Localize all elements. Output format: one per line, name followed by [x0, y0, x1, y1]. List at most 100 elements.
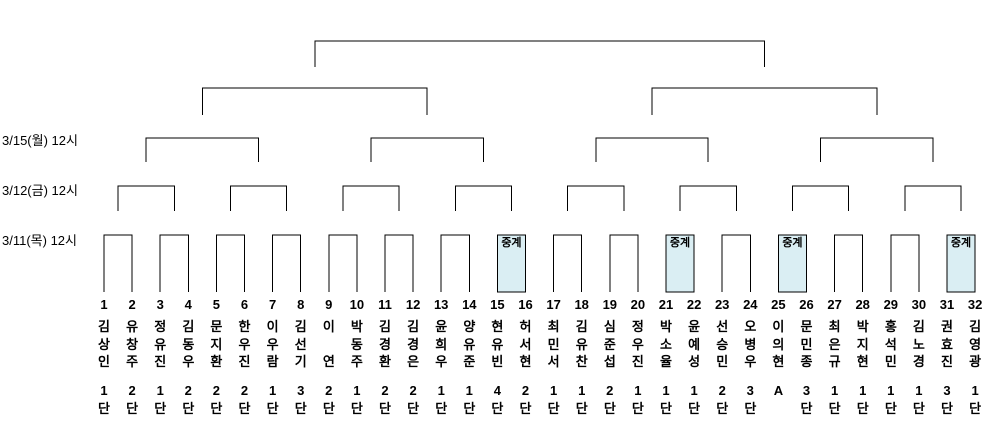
bracket-connector	[609, 234, 639, 292]
broadcast-label: 중계	[951, 235, 971, 249]
player-name: 이 연	[322, 319, 335, 369]
player-column: 26 문 민 종 3 단	[793, 296, 821, 428]
player-number: 3	[156, 297, 164, 312]
player-number: 9	[325, 297, 333, 312]
bracket-connector	[145, 137, 260, 162]
player-column: 23 선 승 민 2 단	[708, 296, 736, 428]
player-number: 28	[855, 297, 870, 312]
broadcast-highlight	[946, 234, 976, 293]
broadcast-highlight	[496, 234, 526, 293]
player-column: 21 박 소 율 1 단	[652, 296, 680, 428]
bracket-connector	[342, 185, 400, 211]
bracket-connector	[159, 234, 189, 292]
player-number: 16	[518, 297, 533, 312]
broadcast-label: 중계	[501, 235, 521, 249]
bracket-connector	[440, 234, 470, 292]
bracket-connector	[201, 87, 428, 115]
bracket-connector	[454, 185, 512, 211]
player-number: 26	[799, 297, 814, 312]
player-column: 16 허 서 현 2 단	[512, 296, 540, 428]
player-number: 11	[378, 297, 392, 312]
player-rank: A	[773, 383, 784, 398]
player-number: 12	[405, 297, 421, 312]
bracket-connector	[651, 87, 878, 115]
player-column: 30 김 노 경 1 단	[905, 296, 933, 428]
bracket-connector	[328, 234, 358, 292]
player-number: 27	[827, 297, 842, 312]
bracket-connector	[314, 40, 765, 67]
player-column: 29 홍 석 민 1 단	[877, 296, 905, 428]
bracket-connector	[890, 234, 920, 292]
broadcast-highlight	[665, 234, 695, 293]
player-number: 8	[297, 297, 305, 312]
bracket-connector	[679, 185, 737, 211]
player-number: 4	[184, 297, 192, 312]
player-number: 7	[268, 297, 277, 312]
player-column: 19 심 준 섭 2 단	[596, 296, 624, 428]
player-column: 10 박 동 주 1 단	[343, 296, 371, 428]
player-column: 17 최 민 서 1 단	[540, 296, 568, 428]
player-number: 2	[128, 297, 136, 312]
bracket-connector	[820, 137, 934, 162]
player-number: 30	[911, 297, 927, 312]
bracket-connector	[215, 234, 245, 292]
player-number: 10	[349, 297, 365, 312]
player-number: 25	[771, 297, 786, 312]
bracket-connector	[904, 185, 962, 211]
player-number: 21	[658, 297, 674, 312]
round-date-label: 3/11(목) 12시	[2, 233, 77, 248]
bracket-connector	[791, 185, 850, 211]
player-number: 15	[490, 297, 505, 312]
bracket-connector	[567, 185, 625, 211]
player-number: 1	[100, 297, 108, 312]
bracket-connector	[229, 185, 288, 211]
broadcast-label: 중계	[670, 235, 690, 249]
